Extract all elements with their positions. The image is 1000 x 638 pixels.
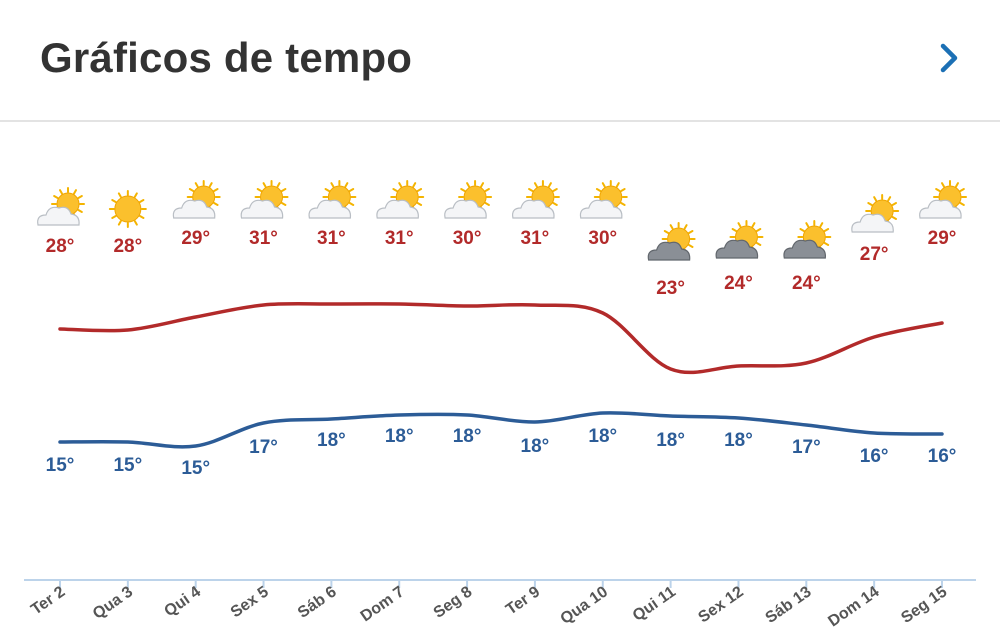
min-temp-label: 16° [860,446,889,467]
chevron-right-icon[interactable] [934,40,964,76]
max-temp-label: 28° [113,236,142,257]
sun-dark-cloud-icon [647,222,696,261]
min-temp-label: 18° [588,426,617,447]
sun-cloud-icon [919,180,967,219]
max-temp-label: 31° [249,228,278,249]
sun-cloud-icon [851,194,900,233]
max-temp-label: 29° [928,228,957,249]
min-temp-label: 18° [453,426,482,447]
sun-cloud-icon [240,180,289,219]
min-temp-label: 16° [928,446,957,467]
x-tick-label: Seg 8 [431,583,476,621]
min-temp-label: 15° [113,455,142,476]
sun-icon [108,190,147,228]
min-temp-label: 18° [317,430,346,451]
sun-cloud-icon [376,180,425,219]
sun-cloud-icon [444,180,493,219]
max-temp-label: 30° [453,228,482,249]
x-tick-label: Sex 5 [228,583,272,621]
x-tick-label: Sáb 13 [763,583,815,627]
sun-dark-cloud-icon [783,220,832,259]
min-temp-label: 18° [385,426,414,447]
x-tick-label: Sex 12 [695,583,746,626]
sun-cloud-icon [37,187,85,226]
max-temp-label: 24° [792,273,821,294]
sun-cloud-icon [512,180,560,219]
min-temp-label: 17° [249,437,278,458]
weather-chart: 28° 28° 29° 31° 31° 31° 30° 31° 30° 23° 24° 24° 27° 2… [24,180,976,630]
sun-cloud-icon [308,180,357,219]
x-tick-label: Ter 2 [28,583,68,618]
min-temp-label: 18° [521,436,550,457]
max-temp-label: 23° [656,278,685,299]
sun-cloud-icon [172,180,221,219]
min-temp-label: 18° [724,430,753,451]
x-tick-label: Qua 10 [558,583,612,628]
max-temp-label: 31° [317,228,346,249]
page-title: Gráficos de tempo [40,34,413,81]
header: Gráficos de tempo [0,0,1000,122]
max-temp-label: 30° [588,228,617,249]
min-temp-label: 15° [46,455,75,476]
x-tick-label: Qua 3 [90,583,136,622]
max-temp-label: 31° [385,228,414,249]
x-tick-label: Sáb 6 [295,583,340,621]
max-temp-line [58,301,944,375]
x-tick-label: Dom 14 [825,583,882,630]
min-temp-line [58,411,944,449]
max-temp-label: 27° [860,244,889,265]
x-tick-label: Qui 4 [161,583,204,620]
max-temp-label: 24° [724,273,753,294]
x-tick-label: Dom 7 [358,583,408,625]
sun-dark-cloud-icon [715,220,764,259]
x-tick-label: Seg 15 [898,583,950,627]
x-tick-label: Qui 11 [630,583,679,625]
min-temp-label: 18° [656,430,685,451]
max-temp-label: 28° [46,236,75,257]
x-tick-label: Ter 9 [503,583,543,618]
max-temp-label: 29° [181,228,210,249]
max-temp-label: 31° [521,228,550,249]
min-temp-label: 17° [792,437,821,458]
sun-cloud-icon [579,180,628,219]
min-temp-label: 15° [181,458,210,479]
